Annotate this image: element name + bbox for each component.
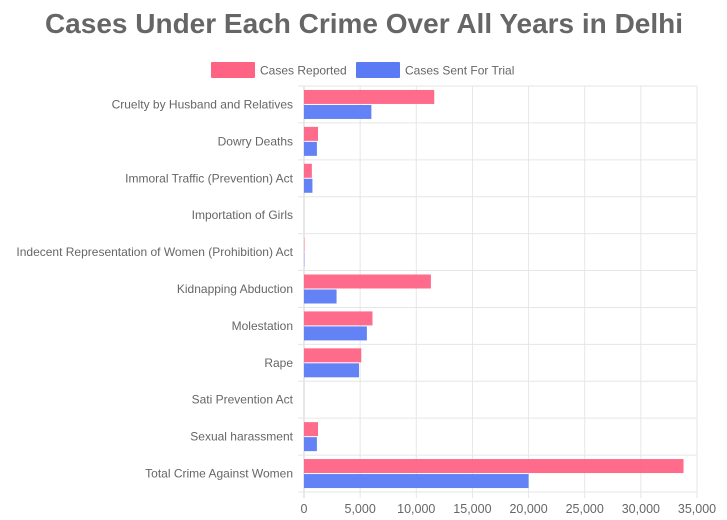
legend-item-cases-reported[interactable]: Cases Reported xyxy=(211,62,347,78)
bar-cases-reported[interactable] xyxy=(304,348,362,363)
category-label: Sati Prevention Act xyxy=(192,393,294,407)
category-label: Immoral Traffic (Prevention) Act xyxy=(125,171,293,185)
bar-cases-sent-for-trial[interactable] xyxy=(304,289,337,304)
legend-label-cases-reported: Cases Reported xyxy=(260,64,347,78)
category-label: Dowry Deaths xyxy=(218,134,293,148)
legend-swatch-cases-sent-for-trial xyxy=(356,62,400,78)
category-label: Molestation xyxy=(232,319,293,333)
x-tick-label: 0 xyxy=(301,502,308,516)
bar-cases-reported[interactable] xyxy=(304,311,373,326)
category-label: Rape xyxy=(264,356,293,370)
bar-cases-reported[interactable] xyxy=(304,163,312,178)
bar-cases-reported[interactable] xyxy=(304,89,435,104)
x-tick-label: 30,000 xyxy=(622,502,660,516)
x-tick-label: 25,000 xyxy=(566,502,604,516)
category-label: Sexual harassment xyxy=(190,430,293,444)
x-tick-label: 20,000 xyxy=(509,502,547,516)
bar-cases-reported[interactable] xyxy=(304,274,431,289)
legend-label-cases-sent-for-trial: Cases Sent For Trial xyxy=(405,64,514,78)
chart-title: Cases Under Each Crime Over All Years in… xyxy=(45,8,683,39)
x-tick-label: 15,000 xyxy=(453,502,491,516)
bars xyxy=(304,89,684,489)
bar-cases-sent-for-trial[interactable] xyxy=(304,178,313,193)
category-axis: Cruelty by Husband and Relatives Dowry De… xyxy=(16,97,293,480)
value-axis: 0 5,000 10,000 15,000 20,000 25,000 30,000 35,0… xyxy=(301,502,717,516)
legend: Cases Reported Cases Sent For Trial xyxy=(211,62,514,78)
legend-item-cases-sent-for-trial[interactable]: Cases Sent For Trial xyxy=(356,62,514,78)
legend-swatch-cases-reported xyxy=(211,62,255,78)
x-tick-label: 5,000 xyxy=(345,502,376,516)
x-tick-label: 35,000 xyxy=(678,502,716,516)
bar-cases-sent-for-trial[interactable] xyxy=(304,326,367,341)
category-label: Kidnapping Abduction xyxy=(177,282,293,296)
category-label: Importation of Girls xyxy=(192,208,293,222)
category-label: Total Crime Against Women xyxy=(145,467,293,481)
bar-cases-sent-for-trial[interactable] xyxy=(304,437,317,452)
bar-cases-reported[interactable] xyxy=(304,459,684,474)
category-label: Cruelty by Husband and Relatives xyxy=(112,97,293,111)
bar-cases-sent-for-trial[interactable] xyxy=(304,363,360,378)
bar-cases-sent-for-trial[interactable] xyxy=(304,104,372,119)
bar-cases-sent-for-trial[interactable] xyxy=(304,141,317,156)
bar-cases-reported[interactable] xyxy=(304,126,319,141)
category-label: Indecent Representation of Women (Prohib… xyxy=(16,245,293,259)
bar-cases-sent-for-trial[interactable] xyxy=(304,474,529,489)
grid xyxy=(298,85,698,498)
bar-cases-reported[interactable] xyxy=(304,422,319,437)
x-tick-label: 10,000 xyxy=(397,502,435,516)
